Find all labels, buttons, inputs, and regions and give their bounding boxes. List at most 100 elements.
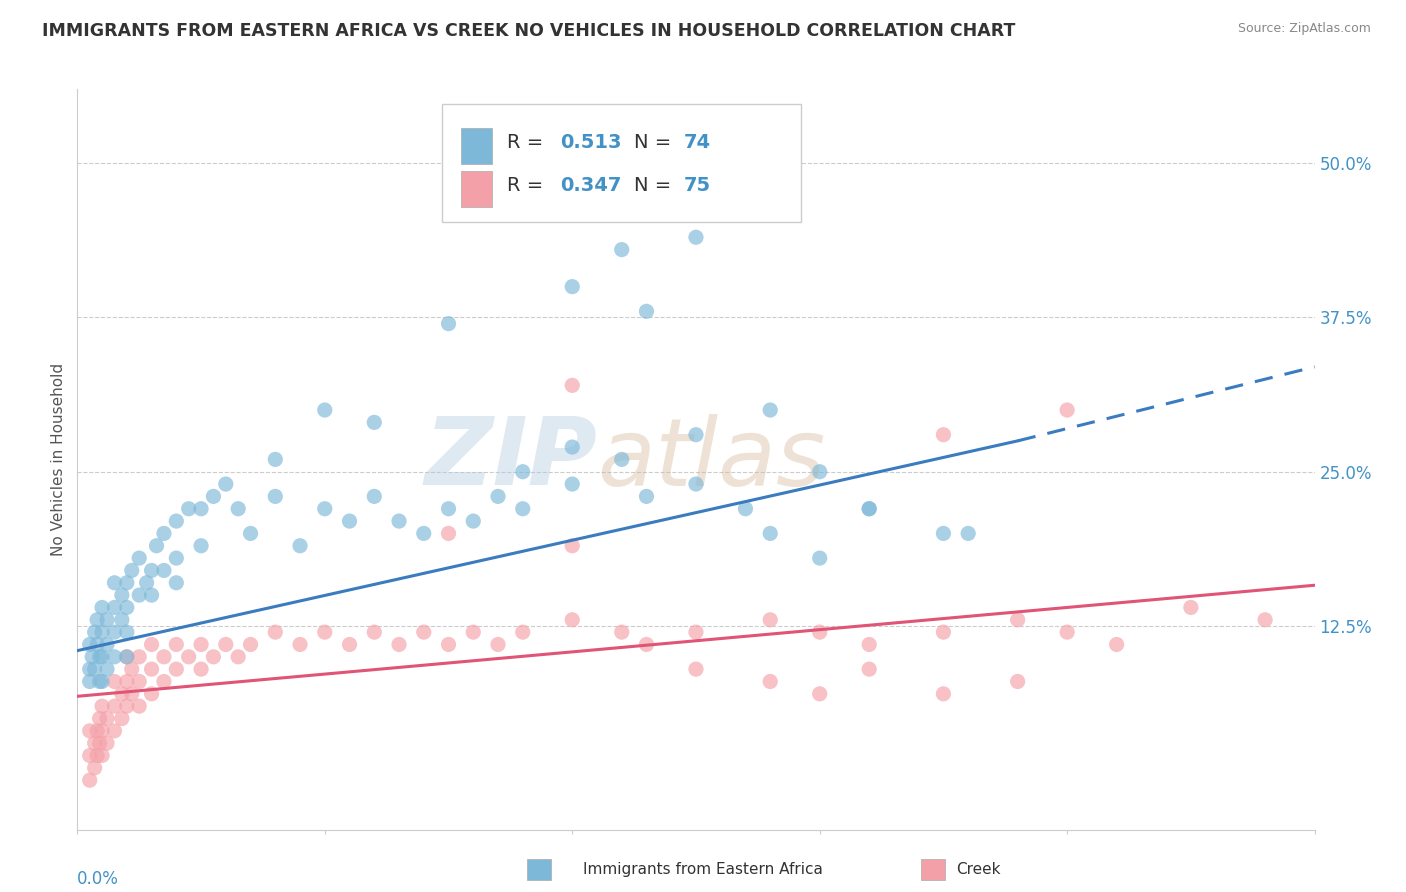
Point [83,736,105,750]
Point [437,637,460,651]
Point [437,526,460,541]
Point [79,637,101,651]
Point [128,649,150,664]
Point [239,526,262,541]
Text: 74: 74 [683,133,710,152]
Point [339,514,361,528]
Point [128,551,150,566]
Text: Creek: Creek [956,863,1001,877]
Point [96,712,118,726]
Point [808,687,831,701]
Point [121,687,143,701]
Point [636,489,658,503]
Point [412,526,434,541]
Point [808,551,831,566]
Point [103,723,125,738]
Point [115,674,138,689]
Point [239,637,262,651]
Point [96,637,118,651]
Point [685,230,707,244]
Point [314,403,336,417]
Point [858,637,880,651]
Point [314,625,336,640]
Point [91,748,114,763]
Point [226,649,249,664]
Point [91,699,114,714]
Point [86,613,108,627]
Point [512,501,534,516]
Point [153,674,176,689]
Point [115,649,138,664]
Point [91,723,114,738]
Point [610,452,633,467]
Point [264,489,287,503]
Point [103,600,125,615]
FancyBboxPatch shape [461,128,492,164]
Point [111,588,134,602]
Point [512,465,534,479]
Point [561,613,583,627]
Point [1180,600,1202,615]
Point [561,279,583,293]
Point [96,736,118,750]
Point [165,662,187,676]
Point [115,649,138,664]
Point [808,625,831,640]
Point [153,649,176,664]
Point [115,600,138,615]
Point [808,465,831,479]
Point [103,575,125,590]
Point [759,674,782,689]
Point [145,539,167,553]
Point [91,625,114,640]
Point [165,514,187,528]
Point [103,699,125,714]
Point [115,625,138,640]
Point [91,674,114,689]
Text: 0.513: 0.513 [560,133,621,152]
Point [1056,403,1078,417]
Point [121,662,143,676]
Point [685,477,707,491]
Point [858,501,880,516]
Text: 0.0%: 0.0% [77,871,120,888]
Point [685,625,707,640]
Point [89,736,111,750]
Point [79,748,101,763]
Point [79,662,101,676]
Point [202,489,225,503]
Point [115,699,138,714]
Point [561,440,583,454]
Point [339,637,361,651]
Point [561,477,583,491]
Point [190,637,212,651]
Point [610,625,633,640]
FancyBboxPatch shape [443,104,801,222]
Point [388,514,411,528]
Point [89,674,111,689]
Point [103,674,125,689]
Point [153,564,176,578]
Point [215,477,238,491]
Point [79,773,101,788]
Point [190,662,212,676]
Point [86,723,108,738]
Point [1105,637,1128,651]
Point [685,427,707,442]
Point [437,317,460,331]
Point [858,501,880,516]
FancyBboxPatch shape [461,171,492,207]
Point [141,662,163,676]
Text: Source: ZipAtlas.com: Source: ZipAtlas.com [1237,22,1371,36]
Text: R =: R = [506,176,550,195]
Point [96,613,118,627]
Point [141,564,163,578]
Point [561,539,583,553]
Point [759,613,782,627]
Text: R =: R = [506,133,550,152]
Point [463,514,485,528]
Y-axis label: No Vehicles in Household: No Vehicles in Household [51,363,66,556]
Point [437,501,460,516]
Point [121,564,143,578]
Point [932,625,955,640]
